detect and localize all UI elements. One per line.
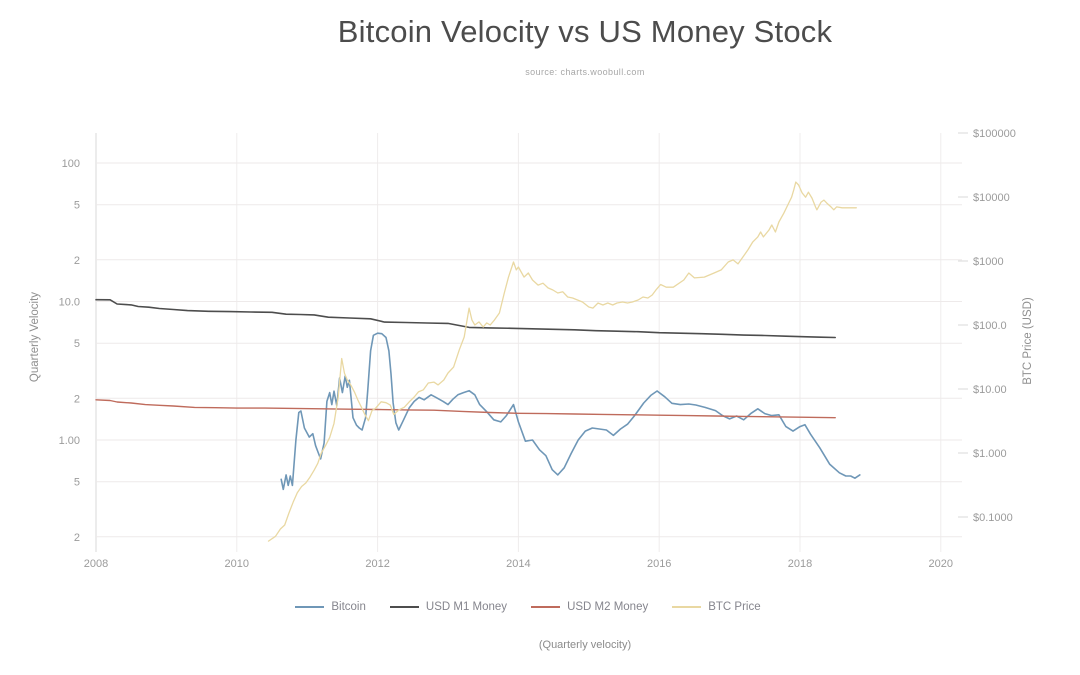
legend-label: USD M1 Money	[425, 601, 508, 613]
y-left-tick-label: 100	[62, 158, 80, 170]
y-left-tick-label: 5	[74, 200, 80, 212]
y-left-tick-label: 5	[74, 477, 80, 489]
legend-item-usd-m2-money[interactable]: USD M2 Money	[531, 601, 648, 613]
legend-label: Bitcoin	[331, 601, 366, 613]
y-left-tick-label: 10.0	[59, 297, 80, 309]
x-tick-label: 2010	[225, 558, 249, 570]
legend-label: BTC Price	[708, 601, 761, 613]
y-left-tick-label: 1.00	[59, 435, 80, 447]
y-left-axis-title: Quarterly Velocity	[29, 292, 41, 382]
series-line-bitcoin	[280, 332, 861, 491]
legend-item-usd-m1-money[interactable]: USD M1 Money	[389, 601, 508, 613]
y-right-tick-label: $1.000	[973, 448, 1007, 460]
y-left-tick-label: 2	[74, 393, 80, 405]
legend: Bitcoin USD M1 Money USD M2 Money BTC Price	[0, 601, 1056, 613]
y-right-tick-label: $10000	[973, 192, 1010, 204]
x-tick-label: 2014	[506, 558, 530, 570]
series-line-usd-m2-money	[95, 399, 836, 419]
y-right-tick-label: $100000	[973, 128, 1016, 140]
series-line-usd-m1-money	[95, 298, 837, 339]
x-tick-label: 2020	[929, 558, 953, 570]
legend-swatch-bitcoin	[295, 606, 325, 608]
y-right-tick-label: $1000	[973, 256, 1004, 268]
legend-item-btc-price[interactable]: BTC Price	[672, 601, 761, 613]
chart-caption: (Quarterly velocity)	[538, 639, 632, 651]
x-tick-label: 2016	[647, 558, 671, 570]
chart-source: source: charts.woobull.com	[525, 67, 645, 77]
legend-swatch-usd-m1-money	[389, 606, 419, 608]
legend-item-bitcoin[interactable]: Bitcoin	[295, 601, 366, 613]
legend-swatch-usd-m2-money	[531, 606, 561, 608]
y-right-tick-label: $0.1000	[973, 512, 1013, 524]
y-left-tick-label: 5	[74, 338, 80, 350]
y-right-tick-label: $100.0	[973, 320, 1007, 332]
y-left-tick-label: 2	[74, 255, 80, 267]
x-tick-label: 2012	[365, 558, 389, 570]
y-right-axis-title: BTC Price (USD)	[1022, 297, 1034, 385]
page-title: Bitcoin Velocity vs US Money Stock	[337, 14, 833, 49]
y-right-tick-label: $10.00	[973, 384, 1007, 396]
x-tick-label: 2008	[84, 558, 108, 570]
series-line-btc-price	[267, 181, 857, 542]
legend-swatch-btc-price	[672, 606, 702, 608]
y-left-tick-label: 2	[74, 532, 80, 544]
legend-label: USD M2 Money	[567, 601, 649, 613]
x-tick-label: 2018	[788, 558, 812, 570]
